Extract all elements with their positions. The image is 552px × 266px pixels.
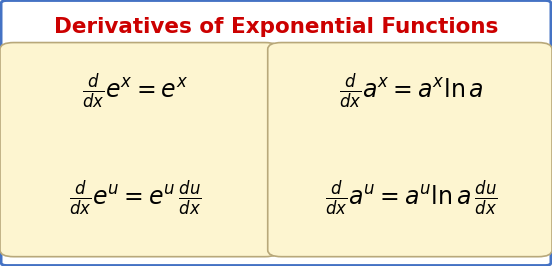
Text: $\frac{d}{dx}e^u = e^u\,\frac{du}{dx}$: $\frac{d}{dx}e^u = e^u\,\frac{du}{dx}$	[69, 178, 201, 218]
Text: Derivatives of Exponential Functions: Derivatives of Exponential Functions	[54, 16, 498, 37]
FancyBboxPatch shape	[0, 43, 279, 257]
FancyBboxPatch shape	[268, 43, 552, 257]
Text: $\frac{d}{dx}a^x = a^x \ln a$: $\frac{d}{dx}a^x = a^x \ln a$	[339, 72, 484, 111]
Text: $\frac{d}{dx}a^u = a^u \ln a\,\frac{du}{dx}$: $\frac{d}{dx}a^u = a^u \ln a\,\frac{du}{…	[325, 178, 497, 218]
Text: $\frac{d}{dx}e^x = e^x$: $\frac{d}{dx}e^x = e^x$	[82, 72, 188, 111]
